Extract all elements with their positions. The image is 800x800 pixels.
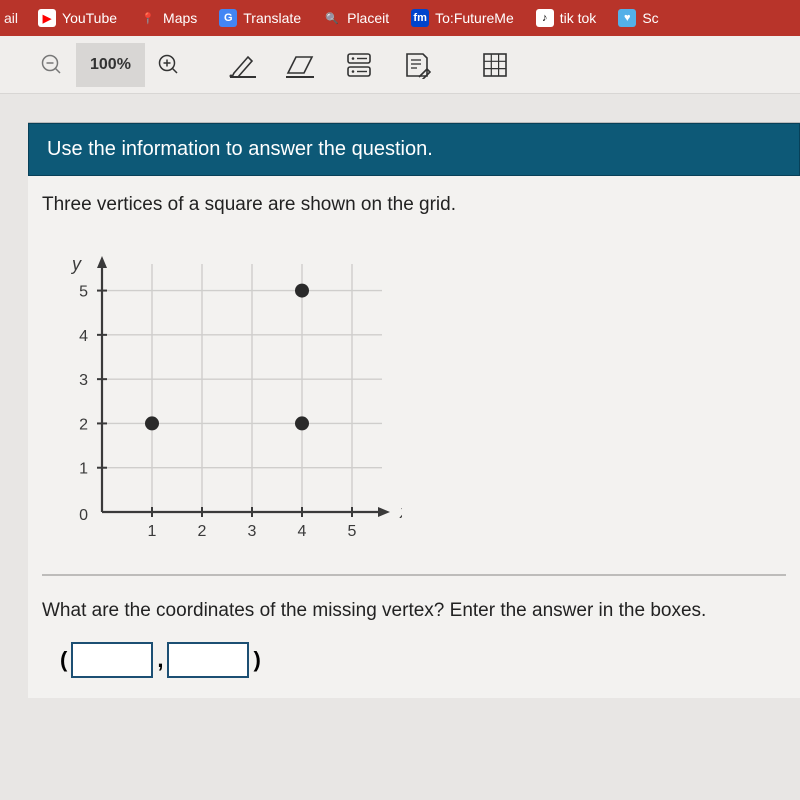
bookmark-item[interactable]: G Translate bbox=[209, 5, 311, 31]
svg-text:2: 2 bbox=[198, 523, 207, 540]
zoom-out-icon bbox=[40, 53, 64, 77]
bookmark-label: To:FutureMe bbox=[435, 10, 514, 26]
bookmark-icon: ♪ bbox=[536, 9, 554, 27]
zoom-out-button[interactable] bbox=[28, 43, 76, 87]
grid-button[interactable] bbox=[467, 43, 523, 87]
note-edit-icon bbox=[403, 51, 431, 79]
bookmark-hint: ail bbox=[4, 10, 22, 26]
eraser-icon bbox=[284, 51, 318, 79]
content-area: Use the information to answer the questi… bbox=[0, 94, 800, 698]
bookmark-icon: 🔍 bbox=[323, 9, 341, 27]
pencil-tool-button[interactable] bbox=[215, 43, 271, 87]
bookmark-item[interactable]: 🔍 Placeit bbox=[313, 5, 399, 31]
instruction-bar: Use the information to answer the questi… bbox=[28, 123, 800, 176]
svg-text:5: 5 bbox=[348, 523, 357, 540]
paren-close: ) bbox=[253, 647, 260, 673]
eraser-tool-button[interactable] bbox=[273, 43, 329, 87]
bookmark-label: Placeit bbox=[347, 10, 389, 26]
zoom-in-button[interactable] bbox=[145, 43, 193, 87]
paren-open: ( bbox=[60, 647, 67, 673]
bookmark-item[interactable]: fm To:FutureMe bbox=[401, 5, 524, 31]
zoom-in-icon bbox=[157, 53, 181, 77]
pencil-icon bbox=[226, 51, 260, 79]
svg-text:5: 5 bbox=[79, 284, 88, 301]
answer-y-input[interactable] bbox=[167, 642, 249, 678]
bookmark-icon: fm bbox=[411, 9, 429, 27]
bookmark-bar: ail ▶ YouTube 📍 Maps G Translate 🔍 Placeit fm To:… bbox=[0, 0, 800, 36]
question-text: What are the coordinates of the missing … bbox=[28, 576, 800, 642]
bookmark-label: tik tok bbox=[560, 10, 597, 26]
svg-text:4: 4 bbox=[298, 523, 307, 540]
answer-row: ( , ) bbox=[28, 642, 800, 698]
chart-container: 1 2 3 4 5 1 2 3 4 5 0 x y bbox=[28, 234, 800, 564]
zoom-group: 100% bbox=[28, 43, 193, 87]
bookmark-item[interactable]: ♥ Sc bbox=[608, 5, 668, 31]
svg-text:3: 3 bbox=[79, 372, 88, 389]
bookmark-label: Translate bbox=[243, 10, 301, 26]
svg-text:0: 0 bbox=[79, 507, 88, 524]
note-edit-button[interactable] bbox=[389, 43, 445, 87]
svg-text:1: 1 bbox=[79, 461, 88, 478]
prompt-text: Three vertices of a square are shown on … bbox=[28, 176, 800, 234]
svg-text:y: y bbox=[70, 254, 82, 274]
answer-x-input[interactable] bbox=[71, 642, 153, 678]
svg-text:2: 2 bbox=[79, 416, 88, 433]
svg-text:3: 3 bbox=[248, 523, 257, 540]
bookmark-label: Maps bbox=[163, 10, 197, 26]
bookmark-label: YouTube bbox=[62, 10, 117, 26]
bookmark-item[interactable]: ♪ tik tok bbox=[526, 5, 607, 31]
bookmark-icon: 📍 bbox=[139, 9, 157, 27]
bookmark-icon: ♥ bbox=[618, 9, 636, 27]
svg-text:4: 4 bbox=[79, 328, 88, 345]
answer-comma: , bbox=[157, 647, 163, 673]
svg-text:1: 1 bbox=[148, 523, 157, 540]
svg-text:x: x bbox=[399, 502, 402, 522]
zoom-label: 100% bbox=[76, 43, 145, 87]
bookmark-icon: ▶ bbox=[38, 9, 56, 27]
bookmark-icon: G bbox=[219, 9, 237, 27]
bookmark-item[interactable]: 📍 Maps bbox=[129, 5, 207, 31]
toolbar: 100% bbox=[0, 36, 800, 94]
bookmark-label: Sc bbox=[642, 10, 658, 26]
coordinate-grid-chart: 1 2 3 4 5 1 2 3 4 5 0 x y bbox=[42, 244, 402, 554]
sticky-note-button[interactable] bbox=[331, 43, 387, 87]
bookmark-item[interactable]: ▶ YouTube bbox=[28, 5, 127, 31]
sticky-note-icon bbox=[345, 51, 373, 79]
grid-icon bbox=[482, 52, 508, 78]
